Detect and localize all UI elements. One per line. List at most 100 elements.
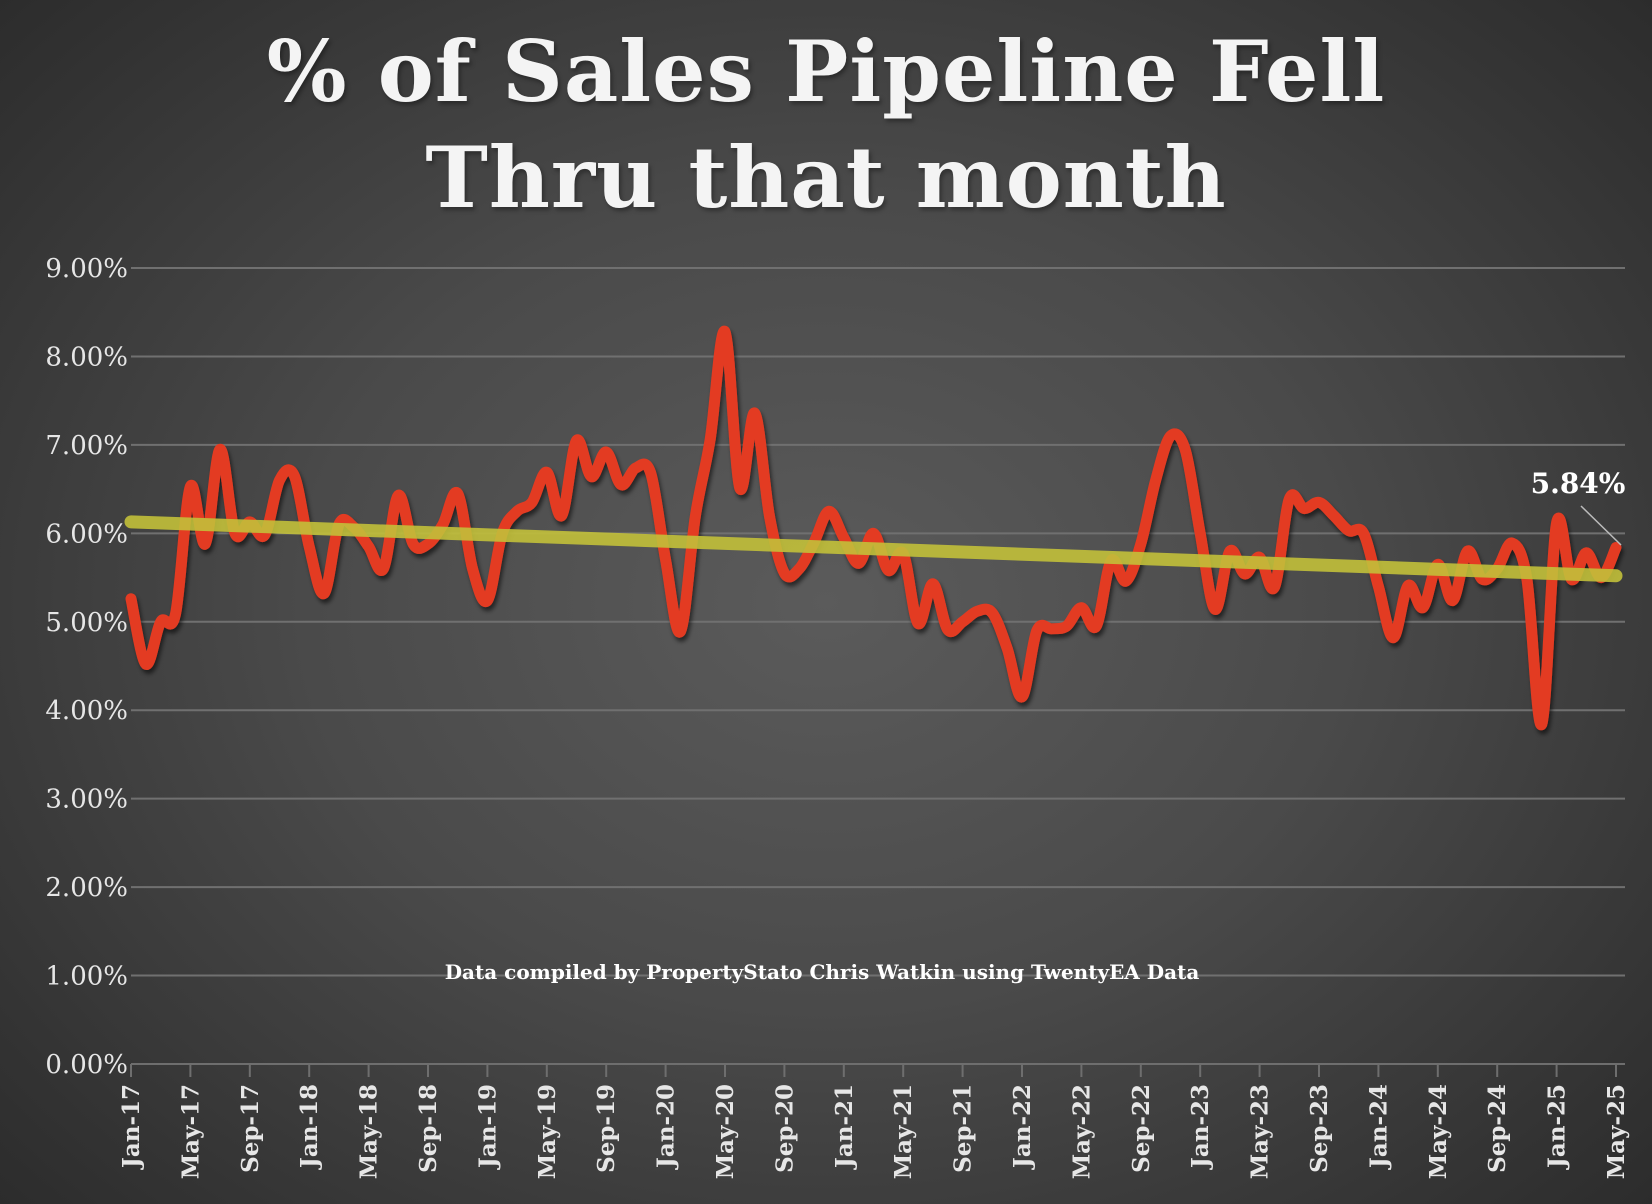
data-point xyxy=(1346,528,1352,534)
data-point xyxy=(663,557,669,563)
data-point xyxy=(1078,605,1084,611)
data-point xyxy=(930,581,936,587)
data-point xyxy=(1019,694,1025,700)
data-point xyxy=(395,492,401,498)
data-source-note: Data compiled by PropertyStato Chris Wat… xyxy=(445,960,1200,984)
data-point xyxy=(366,544,372,550)
x-tick-label: May-18 xyxy=(356,1084,383,1179)
data-point xyxy=(1539,721,1545,727)
data-point xyxy=(1509,540,1515,546)
data-point xyxy=(1182,447,1188,453)
data-point xyxy=(945,627,951,633)
y-tick-label: 6.00% xyxy=(45,519,128,549)
data-point xyxy=(603,449,609,455)
data-point xyxy=(989,610,995,616)
data-point xyxy=(960,619,966,625)
data-point xyxy=(1361,530,1367,536)
x-tick-label: Sep-19 xyxy=(593,1084,620,1173)
data-point xyxy=(291,473,297,479)
data-point xyxy=(618,482,624,488)
data-point xyxy=(277,477,283,483)
data-point xyxy=(1093,623,1099,629)
x-tick-label: May-22 xyxy=(1068,1084,1095,1179)
data-point xyxy=(158,619,164,625)
x-tick-label: Jan-17 xyxy=(118,1084,145,1170)
y-tick-label: 3.00% xyxy=(45,785,128,815)
data-point xyxy=(826,508,832,514)
data-point xyxy=(410,541,416,547)
chart-title-line-1: % of Sales Pipeline Fell xyxy=(266,22,1386,121)
data-point xyxy=(781,570,787,576)
y-tick-label: 5.00% xyxy=(45,608,128,638)
data-point xyxy=(1583,550,1589,556)
x-tick-label: Jan-18 xyxy=(296,1084,323,1170)
data-point xyxy=(841,535,847,541)
data-point xyxy=(1420,605,1426,611)
data-point xyxy=(128,596,134,602)
x-tick-label: Sep-20 xyxy=(771,1084,798,1173)
data-point xyxy=(1064,623,1070,629)
x-tick-label: Jan-22 xyxy=(1009,1084,1036,1170)
data-point xyxy=(1123,578,1129,584)
data-point xyxy=(1242,571,1248,577)
data-point xyxy=(1049,626,1055,632)
data-point xyxy=(767,514,773,520)
x-tick-label: May-19 xyxy=(534,1084,561,1179)
data-point xyxy=(677,629,683,635)
x-tick-label: Jan-21 xyxy=(831,1084,858,1170)
data-point xyxy=(915,621,921,627)
y-tick-label: 8.00% xyxy=(45,342,128,372)
y-tick-label: 9.00% xyxy=(45,254,128,284)
x-tick-label: May-25 xyxy=(1603,1084,1630,1179)
x-tick-label: Sep-17 xyxy=(237,1084,264,1173)
data-point xyxy=(529,499,535,505)
x-tick-label: May-21 xyxy=(890,1084,917,1179)
data-point xyxy=(1286,496,1292,502)
data-point xyxy=(1375,583,1381,589)
data-point xyxy=(737,485,743,491)
data-point xyxy=(1212,606,1218,612)
data-point xyxy=(1390,635,1396,641)
x-tick-label: Sep-24 xyxy=(1484,1084,1511,1173)
data-point xyxy=(574,437,580,443)
last-value-leader-line xyxy=(1580,505,1622,546)
data-point xyxy=(1138,541,1144,547)
x-tick-label: May-20 xyxy=(712,1084,739,1179)
data-point xyxy=(856,560,862,566)
x-tick-label: Jan-25 xyxy=(1544,1084,1571,1170)
data-point xyxy=(1316,499,1322,505)
data-point xyxy=(1301,506,1307,512)
data-point xyxy=(1554,520,1560,526)
data-point xyxy=(1168,433,1174,439)
x-tick-label: Sep-23 xyxy=(1306,1084,1333,1173)
data-point xyxy=(514,508,520,514)
data-point xyxy=(1004,645,1010,651)
data-point xyxy=(974,608,980,614)
x-tick-label: Jan-19 xyxy=(474,1084,501,1170)
data-point xyxy=(1450,598,1456,604)
y-tick-label: 2.00% xyxy=(45,873,128,903)
data-point xyxy=(1197,530,1203,536)
data-point xyxy=(455,491,461,497)
data-point xyxy=(871,530,877,536)
data-point xyxy=(187,483,193,489)
x-tick-label: May-23 xyxy=(1247,1084,1274,1179)
data-point xyxy=(796,566,802,572)
y-tick-label: 1.00% xyxy=(45,962,128,992)
data-point xyxy=(470,566,476,572)
last-value-label: 5.84% xyxy=(1531,467,1626,500)
data-point xyxy=(1227,548,1233,554)
chart-title-line-2: Thru that month xyxy=(425,128,1227,227)
series-line xyxy=(125,326,1622,730)
x-tick-label: Jan-24 xyxy=(1365,1084,1392,1170)
data-point xyxy=(559,513,565,519)
data-point xyxy=(1034,628,1040,634)
data-point xyxy=(143,661,149,667)
data-point xyxy=(722,329,728,335)
y-tick-label: 7.00% xyxy=(45,431,128,461)
data-point xyxy=(752,410,758,416)
data-point xyxy=(1465,548,1471,554)
data-point xyxy=(544,469,550,475)
data-point xyxy=(1405,583,1411,589)
data-point xyxy=(306,544,312,550)
